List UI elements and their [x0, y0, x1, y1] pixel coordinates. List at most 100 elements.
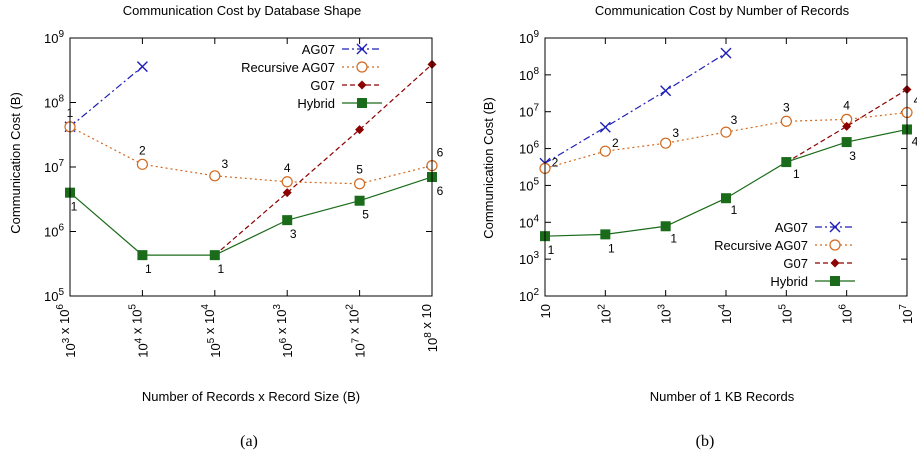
data-label: 2 [612, 136, 619, 150]
data-label: 6 [437, 184, 444, 198]
plot-frame [69, 37, 433, 297]
series-hybrid: 1 1 1 3 5 6 [65, 171, 444, 276]
series-line [214, 63, 433, 256]
y-tick-label: 108 [519, 66, 539, 83]
data-point [829, 239, 841, 251]
series-line [69, 126, 433, 185]
data-label: 4 [843, 98, 850, 112]
legend-label: Recursive AG07 [241, 60, 335, 75]
series-g07 [210, 59, 437, 260]
data-label: 1 [793, 167, 800, 181]
data-label: 2 [139, 143, 146, 157]
data-label: 1 [670, 231, 677, 245]
data-label: 5 [356, 163, 363, 177]
data-label: 1 [731, 203, 738, 217]
data-label: 2 [552, 155, 559, 169]
data-point [354, 178, 366, 190]
y-tick-label: 107 [44, 158, 64, 175]
y-tick-label: 108 [44, 94, 64, 111]
series-line [544, 128, 908, 237]
legend-item: Recursive AG07 [241, 60, 382, 75]
x-tick-label: 105 [777, 304, 794, 324]
series-ag07 [64, 61, 148, 133]
data-point [357, 80, 367, 90]
series-line [69, 176, 433, 256]
x-tick-label: 106 x 103 [272, 304, 295, 358]
legend-label: G07 [310, 78, 335, 93]
legend-item: Recursive AG07 [714, 238, 855, 253]
data-point [136, 158, 148, 170]
data-point [660, 85, 672, 97]
data-label: 1 [71, 200, 78, 214]
data-point [282, 215, 293, 226]
legend: AG07 Recursive AG07 G07 Hybrid [241, 42, 382, 111]
data-point [660, 221, 671, 232]
x-axis-label: Number of 1 KB Records [650, 389, 795, 404]
x-tick-label: 107 [898, 304, 915, 324]
data-label: 6 [437, 146, 444, 160]
data-point [137, 250, 148, 261]
data-point [209, 250, 220, 261]
data-label: 1 [145, 262, 152, 276]
data-point [830, 276, 840, 286]
series-g07 [781, 85, 912, 167]
data-label: 1 [548, 243, 555, 257]
x-tick-label: 104 [717, 304, 734, 324]
x-tick-label: 107 x 102 [345, 304, 368, 358]
data-label: 3 [290, 227, 297, 241]
data-point [356, 43, 368, 55]
y-tick-label: 105 [519, 176, 539, 193]
legend-label: AG07 [775, 220, 808, 235]
data-point [209, 170, 221, 182]
y-tick-label: 103 [519, 250, 539, 267]
data-point [356, 61, 368, 73]
legend-label: G07 [783, 256, 808, 271]
panel-label: (a) [240, 433, 258, 450]
x-tick-label: 108 x 10 [419, 304, 440, 352]
data-point [781, 157, 792, 168]
chart-title: Communication Cost by Number of Records [595, 3, 850, 18]
data-point [136, 61, 148, 73]
data-point [599, 121, 611, 133]
data-point [842, 121, 852, 131]
legend-label: Recursive AG07 [714, 238, 808, 253]
y-tick-label: 102 [519, 287, 539, 304]
legend-item: Hybrid [770, 274, 855, 289]
data-label: 3 [849, 149, 856, 163]
data-point [357, 98, 367, 108]
x-tick-label: 103 x 106 [55, 304, 78, 358]
data-point [660, 137, 672, 149]
y-tick-label: 109 [519, 29, 539, 46]
chart-title: Communication Cost by Database Shape [123, 3, 361, 18]
y-tick-label: 107 [519, 103, 539, 120]
chart-panel-b: Communication Cost by Number of Records … [481, 3, 917, 450]
y-tick-label: 106 [44, 223, 64, 240]
data-label: 4 [914, 94, 917, 108]
y-axis-label: Communication Cost (B) [481, 97, 496, 239]
x-tick-label: 106 [838, 304, 855, 324]
series-recursive-ag07: 2 2 3 3 3 4 4 [539, 94, 917, 174]
data-point [282, 188, 292, 198]
series-layer: 2 2 3 3 3 4 4 1 1 1 1 1 3 4 [539, 47, 917, 257]
data-label: 4 [284, 161, 291, 175]
y-tick-label: 106 [519, 140, 539, 157]
legend-label: Hybrid [297, 96, 335, 111]
data-point [720, 47, 732, 59]
x-axis-label: Number of Records x Record Size (B) [142, 389, 360, 404]
legend-item: AG07 [775, 220, 855, 235]
data-point [720, 193, 731, 204]
data-label: 5 [362, 208, 369, 222]
x-tick-label: 103 [657, 304, 674, 324]
data-point [599, 145, 611, 157]
data-label: 3 [731, 113, 738, 127]
plot-frame [544, 37, 908, 297]
panel-label: (b) [696, 433, 715, 450]
data-point [829, 221, 841, 233]
y-axis-label: Communication Cost (B) [8, 92, 23, 234]
data-label: 3 [672, 126, 679, 140]
legend-label: Hybrid [770, 274, 808, 289]
data-label: 3 [783, 100, 790, 114]
